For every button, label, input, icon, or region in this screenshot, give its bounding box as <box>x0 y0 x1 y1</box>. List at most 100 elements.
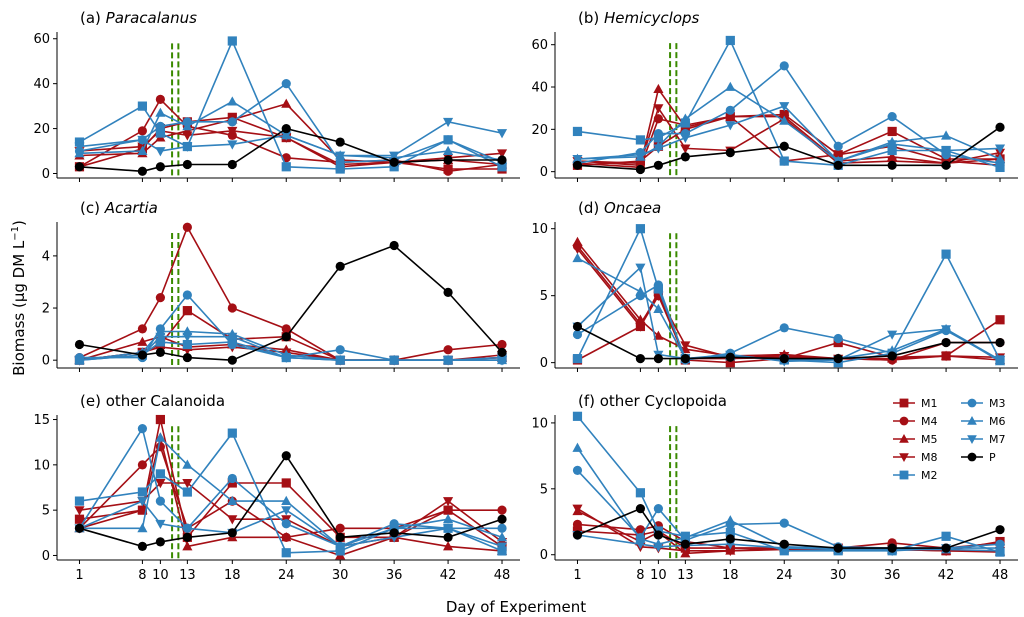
x-tick-label: 30 <box>332 568 349 583</box>
data-point <box>572 530 583 540</box>
data-point <box>182 142 193 152</box>
legend-item-M3: M3 <box>961 397 1006 410</box>
data-point <box>941 543 951 553</box>
y-tick-label: 15 <box>33 413 50 428</box>
data-point <box>155 432 166 442</box>
data-point <box>680 113 691 123</box>
data-point <box>680 133 691 144</box>
data-point <box>137 101 148 111</box>
data-point <box>182 532 192 542</box>
data-point <box>182 332 193 343</box>
data-point <box>281 332 291 342</box>
data-point <box>182 524 193 534</box>
legend-item-M1: M1 <box>893 397 938 410</box>
panel-title: (e) other Calanoida <box>80 392 225 410</box>
data-point <box>182 352 192 363</box>
data-point <box>227 515 238 525</box>
series-P <box>74 451 507 552</box>
y-tick-label: 10 <box>531 222 548 237</box>
x-tick-label: 36 <box>386 568 403 583</box>
data-point <box>137 126 148 136</box>
panel-title-prefix: (e) other Calanoida <box>80 392 225 410</box>
data-point <box>635 503 646 514</box>
data-point <box>182 306 192 316</box>
data-point <box>74 506 85 516</box>
y-tick-label: 0 <box>42 354 50 369</box>
data-point <box>680 118 690 128</box>
x-tick-label: 1 <box>75 568 83 583</box>
data-point <box>137 336 148 346</box>
data-point <box>572 329 583 340</box>
series-line <box>576 245 1000 361</box>
data-point <box>281 506 292 516</box>
y-tick-label: 20 <box>33 122 50 137</box>
panel-title-taxon: Oncaea <box>604 199 661 217</box>
data-point <box>680 546 691 557</box>
data-point <box>182 339 192 350</box>
data-point <box>653 104 664 114</box>
data-point <box>680 152 690 162</box>
series-line <box>577 283 1001 361</box>
data-point <box>779 102 790 112</box>
x-tick-label: 1 <box>573 568 581 583</box>
data-point <box>137 541 148 552</box>
x-tick-label: 42 <box>938 568 955 583</box>
data-point <box>335 523 345 533</box>
legend-label: M4 <box>921 415 938 428</box>
data-point <box>725 81 736 91</box>
data-point <box>941 160 951 170</box>
series-P <box>572 321 1005 364</box>
data-point <box>887 112 897 122</box>
data-point <box>497 347 507 357</box>
data-point <box>389 356 400 366</box>
data-point <box>155 469 165 479</box>
series-line <box>79 500 503 548</box>
data-point <box>680 539 690 549</box>
series-line <box>79 129 503 166</box>
data-point <box>653 280 663 290</box>
panel-title-prefix: (d) <box>578 199 604 217</box>
series-line <box>577 325 1000 360</box>
data-point <box>572 252 583 263</box>
data-point <box>227 96 238 106</box>
data-point <box>572 236 583 247</box>
series-line <box>577 87 1001 167</box>
data-point <box>680 354 690 364</box>
data-point <box>725 105 735 115</box>
data-point <box>994 356 1006 366</box>
panel-title: (b) Hemicyclops <box>578 9 700 27</box>
series-M4 <box>572 241 1005 365</box>
y-tick-label: 0 <box>540 356 548 371</box>
data-point <box>725 515 736 525</box>
data-point <box>833 333 843 344</box>
data-point <box>635 263 646 273</box>
data-point <box>281 162 291 172</box>
data-point <box>635 164 646 175</box>
y-tick-label: 2 <box>42 302 50 317</box>
data-point <box>335 157 345 167</box>
data-point <box>155 496 165 506</box>
data-point <box>155 121 165 131</box>
data-point <box>74 148 85 158</box>
data-point <box>941 352 952 362</box>
data-point <box>74 162 85 172</box>
series-line <box>577 126 1001 171</box>
y-tick-label: 0 <box>540 165 548 180</box>
legend-label: M6 <box>989 415 1006 428</box>
data-point <box>994 544 1006 554</box>
data-point <box>941 130 952 140</box>
data-point <box>137 324 148 334</box>
data-point <box>497 505 507 515</box>
panel-b: (b) Hemicyclops 0 20 40 60 <box>531 9 1018 182</box>
data-point <box>653 330 664 340</box>
panel-c: (c) Acartia 0 2 4 <box>42 199 520 372</box>
y-tick-label: 4 <box>42 249 50 264</box>
data-point <box>572 504 583 514</box>
data-point <box>496 542 508 552</box>
data-point <box>281 451 291 461</box>
legend-label: M5 <box>921 433 938 446</box>
data-point <box>496 149 508 159</box>
data-point <box>281 478 291 488</box>
